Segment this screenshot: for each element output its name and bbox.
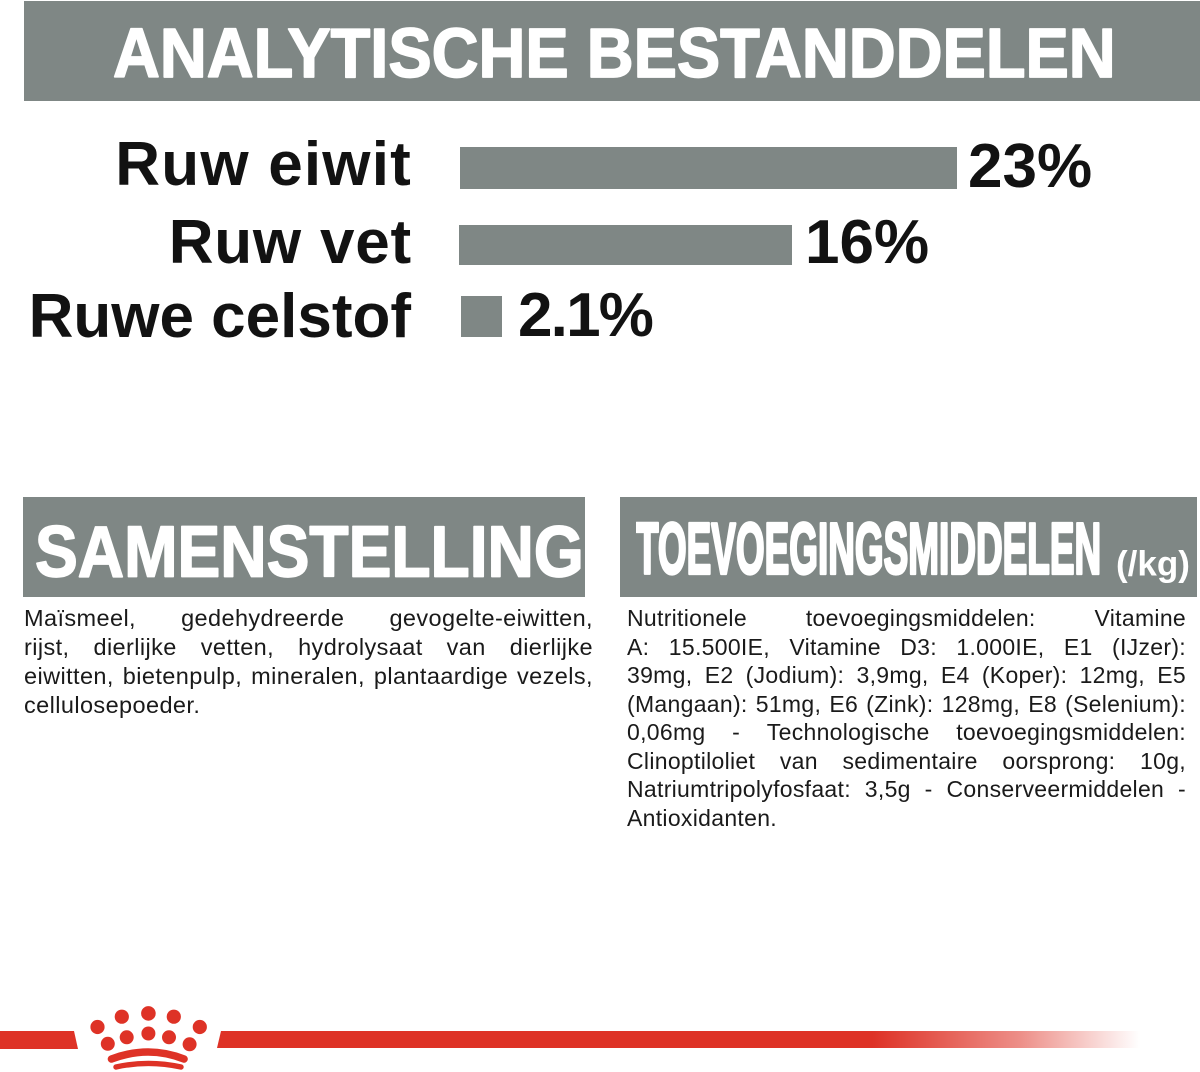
svg-text:(/kg): (/kg) bbox=[1116, 545, 1190, 584]
svg-text:TOEVOEGINGSMIDDELEN: TOEVOEGINGSMIDDELEN bbox=[636, 509, 1101, 590]
svg-text:ANALYTISCHE BESTANDDELEN: ANALYTISCHE BESTANDDELEN bbox=[113, 15, 1113, 93]
svg-text:SAMENSTELLING: SAMENSTELLING bbox=[35, 512, 584, 592]
